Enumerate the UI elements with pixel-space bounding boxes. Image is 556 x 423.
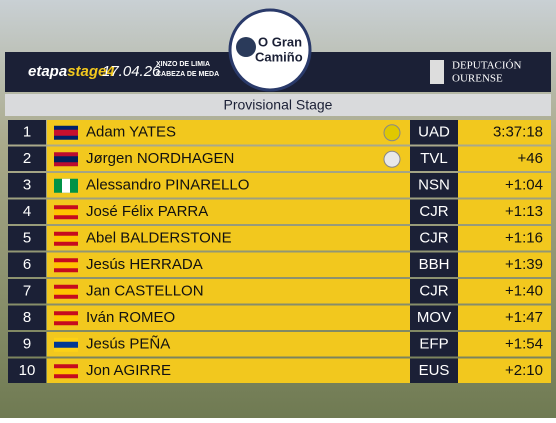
rider-name: Jan CASTELLON bbox=[86, 283, 204, 300]
rank: 5 bbox=[23, 230, 31, 247]
flag-stripe bbox=[54, 156, 78, 163]
time: +1:47 bbox=[505, 309, 543, 326]
jersey-icon bbox=[383, 150, 401, 168]
brand-b: stage4 bbox=[67, 63, 115, 80]
team-cell bbox=[410, 332, 458, 357]
row-bar bbox=[47, 199, 551, 224]
jersey-icon bbox=[383, 124, 401, 142]
flag-stripe bbox=[54, 209, 78, 216]
rank-cell bbox=[8, 252, 46, 277]
time: +1:54 bbox=[505, 336, 543, 353]
flag-stripe bbox=[54, 368, 78, 375]
rank-cell bbox=[8, 279, 46, 304]
logo-emblem bbox=[236, 37, 256, 57]
time: +46 bbox=[518, 150, 543, 167]
time: +1:04 bbox=[505, 177, 543, 194]
rank: 3 bbox=[23, 177, 31, 194]
team: CJR bbox=[419, 283, 448, 300]
row-bar bbox=[47, 332, 551, 357]
rank-cell bbox=[8, 226, 46, 251]
time: +1:40 bbox=[505, 283, 543, 300]
rank-cell bbox=[8, 199, 46, 224]
flag-stripe bbox=[54, 262, 78, 269]
team-cell bbox=[410, 226, 458, 251]
sponsor-b: OURENSE bbox=[452, 73, 503, 85]
team: NSN bbox=[418, 177, 450, 194]
subtitle: Provisional Stage bbox=[224, 97, 333, 113]
team-cell bbox=[410, 120, 458, 145]
team-cell bbox=[410, 173, 458, 198]
rank: 8 bbox=[23, 309, 31, 326]
row-bar bbox=[47, 252, 551, 277]
rank-cell bbox=[8, 358, 46, 383]
rank-cell bbox=[8, 332, 46, 357]
route-to: CABEZA DE MEDA bbox=[156, 71, 219, 78]
team: CJR bbox=[419, 203, 448, 220]
row-bar bbox=[47, 226, 551, 251]
sponsor-crest bbox=[430, 60, 444, 84]
time: +2:10 bbox=[505, 362, 543, 379]
route-from: XINZO DE LIMIA bbox=[156, 61, 210, 68]
time: 3:37:18 bbox=[493, 124, 543, 141]
rank-cell bbox=[8, 120, 46, 145]
team-cell bbox=[410, 252, 458, 277]
rider-name: Alessandro PINARELLO bbox=[86, 177, 249, 194]
team: CJR bbox=[419, 230, 448, 247]
rank-cell bbox=[8, 173, 46, 198]
rider-name: Jesús PEÑA bbox=[86, 336, 170, 353]
rider-name: Abel BALDERSTONE bbox=[86, 230, 232, 247]
sponsor-a: DEPUTACIÓN bbox=[452, 60, 521, 72]
subtitle-bar bbox=[5, 94, 551, 116]
flag-stripe bbox=[54, 235, 78, 242]
rider-name: José Félix PARRA bbox=[86, 203, 208, 220]
rider-name: Jesús HERRADA bbox=[86, 256, 203, 273]
rider-name: Adam YATES bbox=[86, 124, 176, 141]
team: MOV bbox=[417, 309, 451, 326]
rank-cell bbox=[8, 146, 46, 171]
time: +1:39 bbox=[505, 256, 543, 273]
rider-name: Jørgen NORDHAGEN bbox=[86, 150, 234, 167]
team-cell bbox=[410, 279, 458, 304]
rider-name: Jon AGIRRE bbox=[86, 362, 171, 379]
flag-stripe bbox=[54, 288, 78, 295]
rank: 6 bbox=[23, 256, 31, 273]
brand-a: etapa bbox=[28, 63, 67, 80]
team: TVL bbox=[420, 150, 448, 167]
team-cell bbox=[410, 305, 458, 330]
date: 17.04.26 bbox=[102, 63, 161, 80]
flag-stripe bbox=[54, 129, 78, 136]
row-bar bbox=[47, 146, 551, 171]
rank: 4 bbox=[23, 203, 31, 220]
rank: 2 bbox=[23, 150, 31, 167]
rank: 1 bbox=[23, 124, 31, 141]
row-bar bbox=[47, 120, 551, 145]
rank: 9 bbox=[23, 336, 31, 353]
time: +1:13 bbox=[505, 203, 543, 220]
row-bar bbox=[47, 358, 551, 383]
team-cell bbox=[410, 199, 458, 224]
logo-circle bbox=[228, 8, 312, 92]
rank: 7 bbox=[23, 283, 31, 300]
rank: 10 bbox=[19, 362, 36, 379]
logo-text-a: O Gran bbox=[258, 34, 302, 49]
logo-text-b: Camiño bbox=[255, 49, 303, 64]
row-bar bbox=[47, 305, 551, 330]
team: EFP bbox=[419, 336, 448, 353]
flag-stripe bbox=[62, 178, 70, 193]
row-bar bbox=[47, 279, 551, 304]
brand: etapastage4 bbox=[28, 63, 115, 80]
time: +1:16 bbox=[505, 230, 543, 247]
rank-cell bbox=[8, 305, 46, 330]
row-bar bbox=[47, 173, 551, 198]
team: EUS bbox=[419, 362, 450, 379]
rider-name: Iván ROMEO bbox=[86, 309, 175, 326]
team: UAD bbox=[418, 124, 450, 141]
team-cell bbox=[410, 146, 458, 171]
team: BBH bbox=[419, 256, 450, 273]
team-cell bbox=[410, 358, 458, 383]
flag-stripe bbox=[54, 341, 78, 348]
flag-stripe bbox=[54, 315, 78, 322]
